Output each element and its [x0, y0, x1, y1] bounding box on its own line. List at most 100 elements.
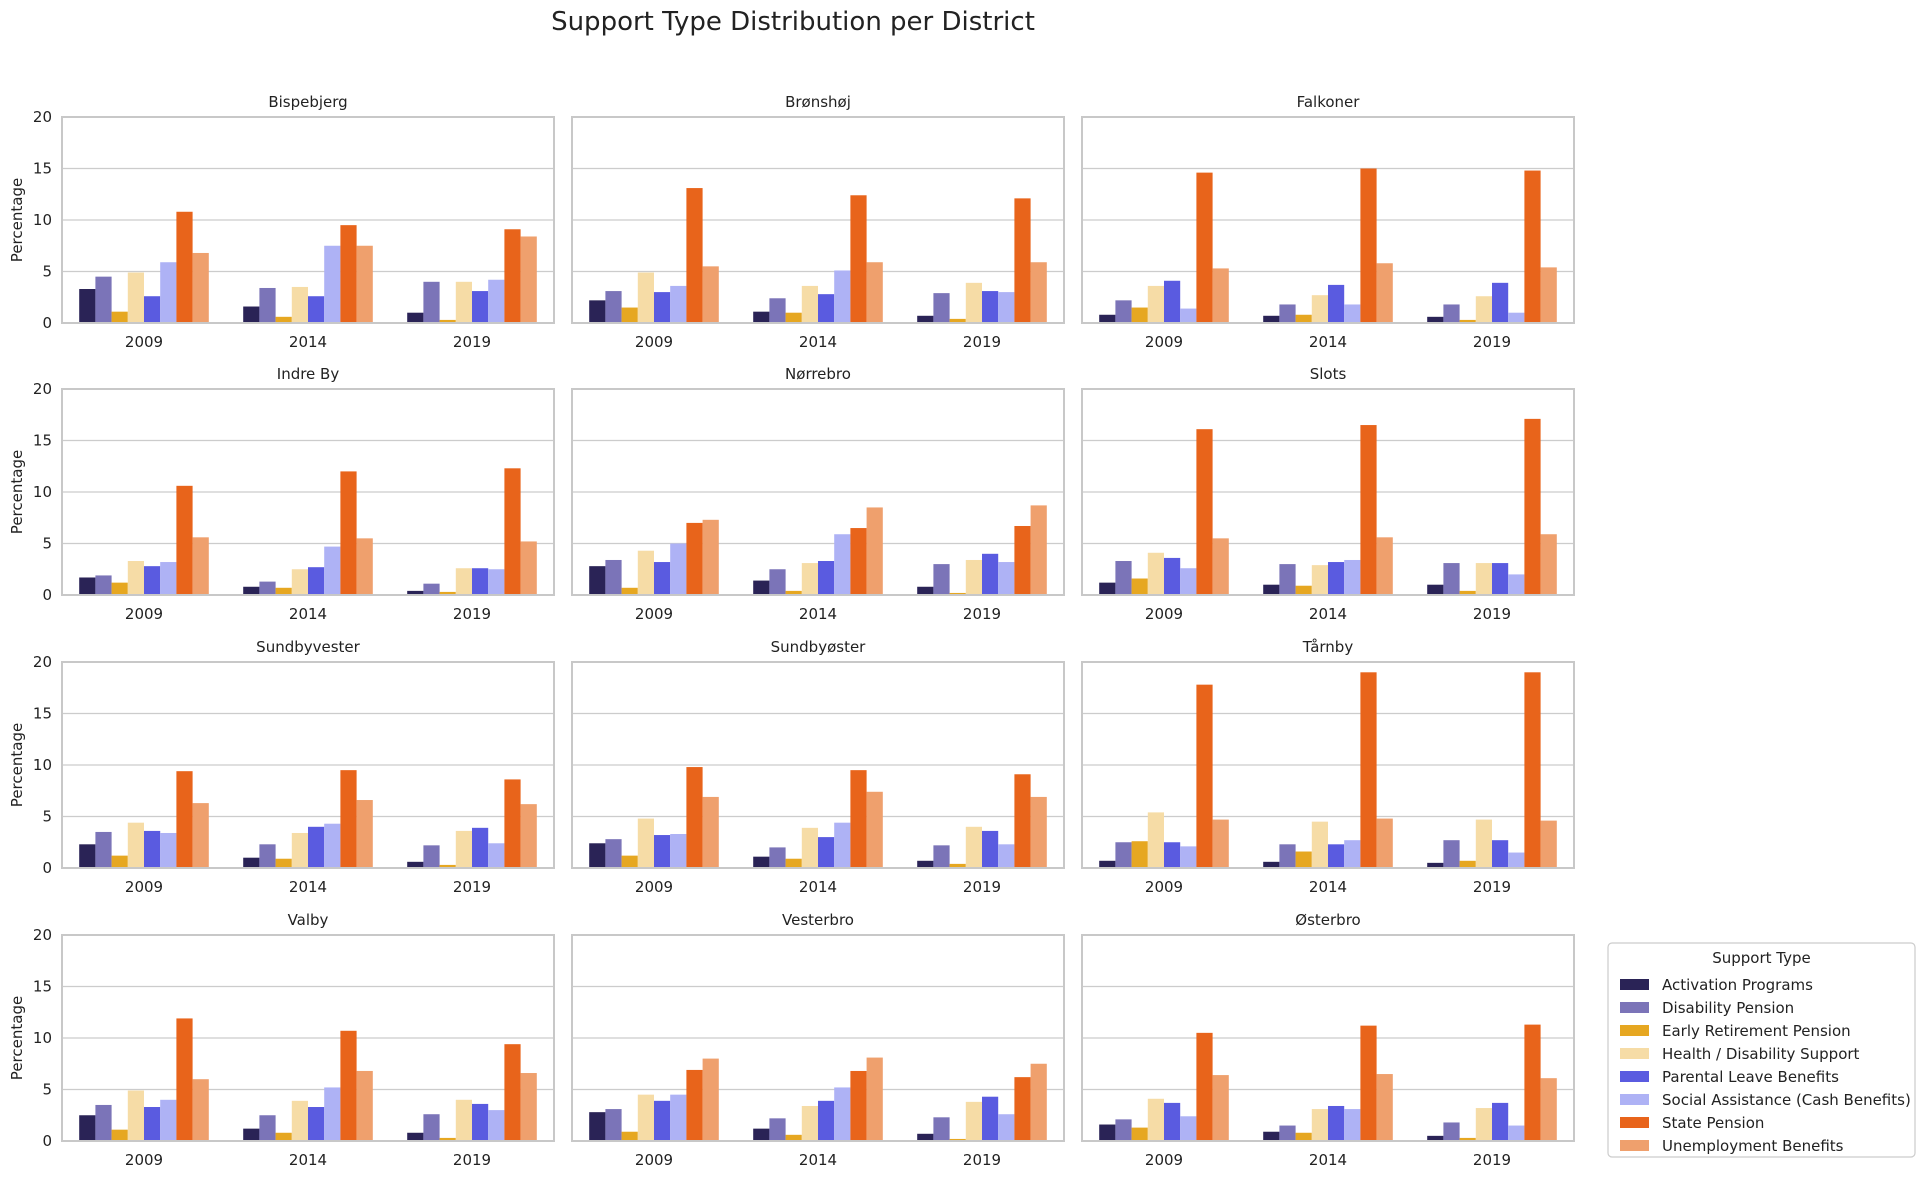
panel-frame: [571, 661, 1065, 869]
bar: [259, 581, 276, 595]
bar: [275, 587, 292, 595]
bar: [79, 577, 96, 595]
bar: [917, 1133, 934, 1141]
legend-swatch: [1620, 1002, 1649, 1013]
bar: [1508, 312, 1525, 323]
bar: [1311, 1109, 1328, 1141]
bar: [1360, 672, 1377, 868]
bar: [176, 211, 193, 323]
bar: [423, 281, 440, 323]
bar: [834, 1087, 851, 1141]
y-tick-label: 15: [33, 978, 52, 996]
bar: [340, 1030, 357, 1141]
bar: [1212, 819, 1229, 868]
bar: [291, 1100, 308, 1141]
panel-frame: [1081, 661, 1575, 869]
y-tick-label: 5: [42, 1081, 52, 1099]
x-tick-label: 2009: [635, 1151, 673, 1169]
legend-label: State Pension: [1662, 1114, 1764, 1132]
bar: [423, 583, 440, 595]
bar: [1196, 1032, 1213, 1141]
bar: [654, 1100, 671, 1141]
legend: Support Type Activation Programs Disabilit…: [1607, 942, 1916, 1158]
x-tick-label: 2009: [125, 605, 163, 623]
bar: [192, 537, 209, 595]
legend-swatch: [1620, 979, 1649, 990]
bar: [1014, 774, 1031, 868]
bar: [753, 311, 770, 323]
bar: [1328, 284, 1345, 323]
bar: [637, 1094, 654, 1141]
bar: [917, 586, 934, 595]
bar: [834, 270, 851, 323]
x-tick-label: 2019: [963, 878, 1001, 896]
bar: [654, 292, 671, 323]
bar: [324, 823, 341, 868]
bar: [472, 827, 489, 868]
bar: [308, 1107, 325, 1141]
y-tick-label: 0: [42, 1132, 52, 1150]
bar: [686, 767, 703, 868]
bar: [79, 1115, 96, 1141]
bar: [850, 195, 867, 323]
bar: [1427, 862, 1444, 868]
bar: [259, 1115, 276, 1141]
bar: [439, 591, 456, 595]
bar: [439, 864, 456, 868]
x-tick-label: 2014: [799, 1151, 837, 1169]
bar: [1524, 1024, 1541, 1141]
bar: [1376, 818, 1393, 868]
bar: [1131, 841, 1148, 868]
bar: [1328, 1105, 1345, 1141]
x-tick-label: 2009: [125, 878, 163, 896]
bar: [818, 561, 835, 595]
bar: [1492, 282, 1509, 323]
bar: [1099, 1124, 1116, 1141]
bar: [1459, 590, 1476, 595]
bar: [79, 289, 96, 323]
bar: [1492, 563, 1509, 595]
bar: [423, 1114, 440, 1141]
x-tick-label: 2014: [289, 605, 327, 623]
bar: [1540, 534, 1557, 595]
bar: [1475, 296, 1492, 323]
x-tick-label: 2019: [453, 605, 491, 623]
bar: [1443, 1122, 1460, 1141]
bar: [488, 843, 505, 868]
bar: [1014, 198, 1031, 323]
panel-title: Vesterbro: [782, 911, 854, 929]
bar: [866, 507, 883, 595]
panel: Indre By 2009 2014 2019 0 5 10 15 20 Percentage: [8, 365, 555, 623]
bar: [637, 818, 654, 868]
bar: [111, 582, 128, 595]
y-tick-label: 15: [33, 160, 52, 178]
x-tick-label: 2014: [1309, 878, 1347, 896]
bar: [1344, 559, 1361, 595]
bar: [144, 566, 161, 595]
bar: [1180, 308, 1197, 323]
panel-frame: [571, 116, 1065, 324]
legend-label: Early Retirement Pension: [1662, 1022, 1851, 1040]
bar: [407, 1132, 424, 1141]
y-axis-label: Percentage: [8, 996, 26, 1080]
bar: [1360, 168, 1377, 323]
legend-label: Activation Programs: [1662, 976, 1813, 994]
bar: [982, 553, 999, 595]
bar: [1295, 851, 1312, 868]
bar: [95, 1104, 112, 1141]
bar: [127, 1090, 144, 1141]
x-tick-label: 2014: [1309, 1151, 1347, 1169]
bar: [455, 1099, 472, 1141]
bar: [1279, 1125, 1296, 1141]
bar: [769, 569, 786, 595]
y-tick-label: 10: [33, 483, 52, 501]
bar: [144, 296, 161, 323]
x-tick-label: 2014: [1309, 333, 1347, 351]
panel-frame: [571, 388, 1065, 596]
x-tick-label: 2019: [1473, 333, 1511, 351]
bar: [850, 528, 867, 595]
bar: [1311, 565, 1328, 595]
bar: [785, 858, 802, 868]
bar: [965, 559, 982, 595]
bar: [308, 826, 325, 868]
